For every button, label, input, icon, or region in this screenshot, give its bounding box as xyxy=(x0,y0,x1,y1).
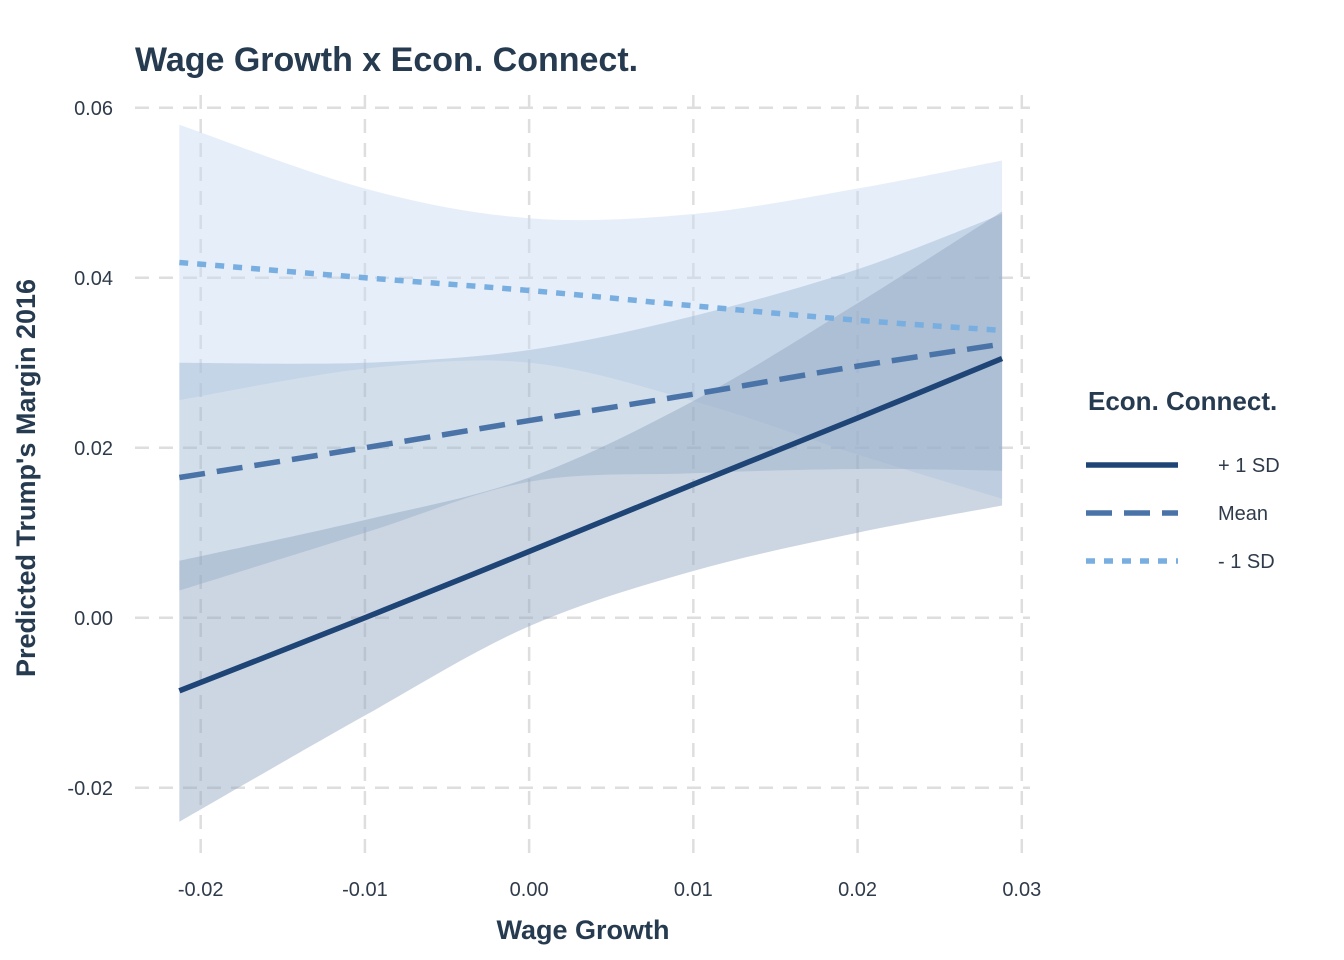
legend-title: Econ. Connect. xyxy=(1088,386,1277,416)
y-tick-label: 0.02 xyxy=(74,438,113,460)
x-axis-title: Wage Growth xyxy=(497,915,670,945)
ci-ribbon-mean xyxy=(179,214,1003,591)
y-tick-label: 0.00 xyxy=(74,608,113,630)
legend-label: + 1 SD xyxy=(1218,455,1280,477)
series-lines xyxy=(178,259,1004,694)
ci-ribbon--1-sd xyxy=(179,211,1003,822)
x-tick-label: -0.02 xyxy=(178,879,224,901)
x-tick-label: -0.01 xyxy=(342,879,388,901)
y-tick-label: 0.06 xyxy=(74,98,113,120)
series-line--1-sd xyxy=(178,355,1004,694)
chart-title: Wage Growth x Econ. Connect. xyxy=(135,41,638,79)
x-tick-label: 0.02 xyxy=(838,879,877,901)
x-axis-ticks: -0.02 -0.01 0.00 0.01 0.02 0.03 xyxy=(178,879,1041,901)
y-axis-title: Predicted Trump's Margin 2016 xyxy=(11,279,41,677)
x-tick-label: 0.01 xyxy=(674,879,713,901)
x-tick-label: 0.00 xyxy=(510,879,549,901)
y-tick-label: 0.04 xyxy=(74,268,113,290)
x-tick-label: 0.03 xyxy=(1002,879,1041,901)
ci-ribbon--1-sd xyxy=(179,124,1003,499)
y-tick-label: -0.02 xyxy=(67,778,113,800)
y-axis-ticks: -0.02 0.00 0.02 0.04 0.06 xyxy=(67,98,113,800)
series-line-mean xyxy=(178,341,1003,481)
legend: Econ. Connect. + 1 SD Mean - 1 SD xyxy=(1086,386,1280,573)
legend-label: - 1 SD xyxy=(1218,551,1275,573)
grid xyxy=(135,95,1030,860)
confidence-ribbons xyxy=(179,124,1003,822)
legend-label: Mean xyxy=(1218,503,1268,525)
